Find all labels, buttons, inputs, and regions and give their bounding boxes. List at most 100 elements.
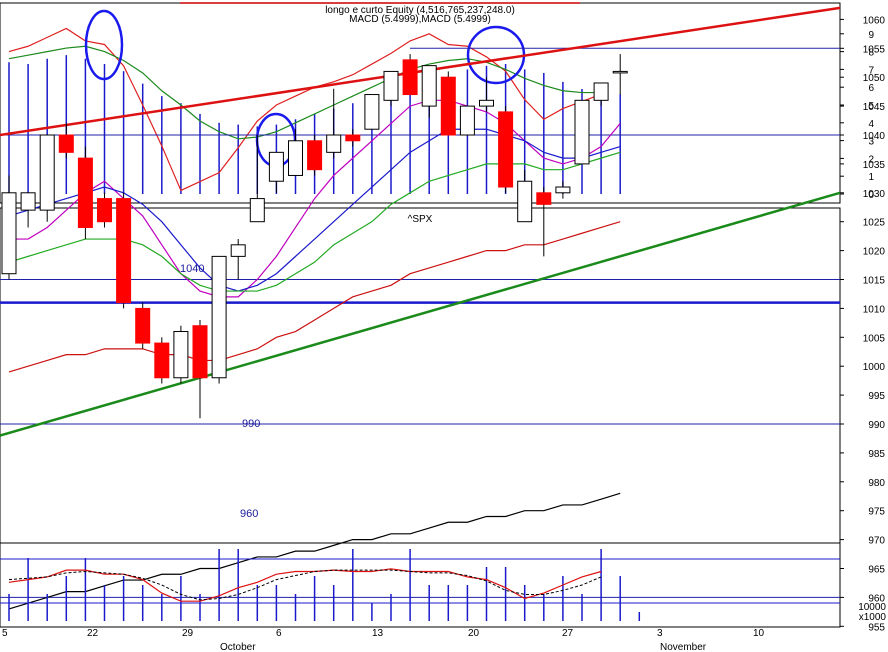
candle-body [498, 111, 514, 188]
moving-average-line [8, 128, 621, 292]
macd-title: MACD (5.4999),MACD (5.4999) [349, 14, 491, 25]
x-tick-label: 20 [468, 628, 480, 639]
candle-body [249, 198, 265, 223]
y-tick-label: 1005 [863, 333, 886, 344]
macd-series-line [8, 45, 602, 140]
x-tick-label: 6 [276, 628, 282, 639]
candle-body [268, 151, 284, 182]
candle-body [230, 244, 246, 257]
moving-average-line [8, 151, 621, 292]
resistance-trendline [0, 6, 841, 137]
macd-panel: 0 1 2 3 4 5 6 7 8 9 [8, 9, 874, 201]
candle-body [135, 307, 151, 344]
highlight-circle [466, 25, 526, 85]
candle-body [593, 82, 609, 101]
candle-body [77, 157, 93, 228]
y-tick-label: 965 [868, 565, 885, 576]
y-tick-label: 1045 [863, 102, 886, 113]
candle-body [440, 76, 456, 136]
y-tick-label: 1 [868, 172, 874, 183]
stochastic-d-line [8, 569, 602, 601]
highlight-circle [84, 9, 124, 81]
x-tick-label: 22 [87, 628, 99, 639]
x-month-label: November [660, 642, 707, 652]
y-tick-label: 1060 [863, 15, 886, 26]
candle-body [307, 140, 323, 171]
candle-body [345, 134, 361, 142]
level-annotation: 1040 [180, 263, 204, 275]
candle-body [58, 134, 74, 153]
x-tick-label: 29 [182, 628, 194, 639]
candle-body [116, 198, 132, 304]
candle-body [173, 331, 189, 379]
candle-body [192, 325, 208, 379]
y-tick-label: 1030 [863, 189, 886, 200]
y-tick-label: 1015 [863, 276, 886, 287]
y-unit-label: x1000 [859, 612, 887, 623]
y-tick-label: 985 [868, 449, 885, 460]
y-tick-label: 1050 [863, 73, 886, 84]
level-annotation: 960 [240, 508, 258, 520]
candle-body [211, 255, 227, 379]
y-tick-label: 980 [868, 478, 885, 489]
y-tick-label: 4 [868, 119, 874, 130]
candle-body [574, 99, 590, 165]
candle-body [479, 99, 494, 107]
moving-average-line [9, 99, 621, 298]
y-tick-label: 1025 [863, 218, 886, 229]
stochastic-k-line [8, 568, 602, 602]
candle-body [154, 342, 170, 379]
y-tick-label: 6 [868, 83, 874, 94]
candle-body [459, 105, 475, 136]
y-tick-label: 960 [868, 593, 885, 604]
candle-body [402, 59, 418, 96]
candle-body [364, 94, 380, 130]
y-tick-label: 3 [868, 137, 874, 148]
candle-body [421, 65, 437, 107]
price-title: ^SPX [408, 214, 433, 225]
y-tick-label: 7 [868, 65, 874, 76]
y-tick-label: 1055 [863, 44, 886, 55]
candle-body [612, 70, 628, 74]
candle-body [326, 134, 342, 153]
y-tick-label: 1040 [863, 131, 886, 142]
level-annotation: 990 [242, 418, 260, 430]
y-tick-label: 995 [868, 391, 885, 402]
y-tick-label: 1020 [863, 247, 886, 258]
moving-average-line [8, 221, 621, 373]
candle-body [97, 198, 112, 223]
y-tick-label: 5 [868, 101, 874, 112]
equity-title: longo e curto Equity (4,516,765,237,248.… [325, 5, 515, 16]
support-trendline [0, 191, 841, 437]
y-tick-label: 1000 [863, 362, 886, 373]
candle-body [536, 192, 552, 205]
x-tick-label: 10 [753, 628, 765, 639]
y-tick-label: 8 [868, 48, 874, 59]
y-tick-label: 10000 [858, 602, 886, 613]
stochastic-panel-frame [0, 542, 841, 628]
y-tick-label: 955 [868, 622, 885, 633]
y-tick-label: 9 [868, 30, 874, 41]
x-tick-label: 13 [372, 628, 384, 639]
moving-average-line [8, 492, 621, 610]
candle-body [383, 70, 399, 101]
x-tick-label: 5 [2, 628, 8, 639]
y-tick-label: 2 [868, 154, 874, 165]
x-tick-label: 3 [657, 628, 663, 639]
y-tick-label: 970 [868, 536, 885, 547]
price-panel: 9 5 0 955 960 965 970 975 980 985 990 995 1000 1005 10… [0, 6, 886, 652]
candle-body [517, 180, 533, 223]
y-tick-label: 0 [868, 190, 874, 201]
candle-body [555, 186, 571, 194]
x-month-label: October [220, 642, 256, 652]
x-axis: 5 22 29 6 13 20 27 3 10 October November [2, 628, 765, 652]
x-tick-label: 27 [562, 628, 574, 639]
candle-body [1, 192, 17, 275]
candle-body [20, 192, 36, 211]
y-tick-label: 975 [868, 507, 885, 518]
y-tick-label: 1010 [863, 304, 886, 315]
y-tick-label: 1035 [863, 160, 886, 171]
candle-body [39, 134, 55, 211]
